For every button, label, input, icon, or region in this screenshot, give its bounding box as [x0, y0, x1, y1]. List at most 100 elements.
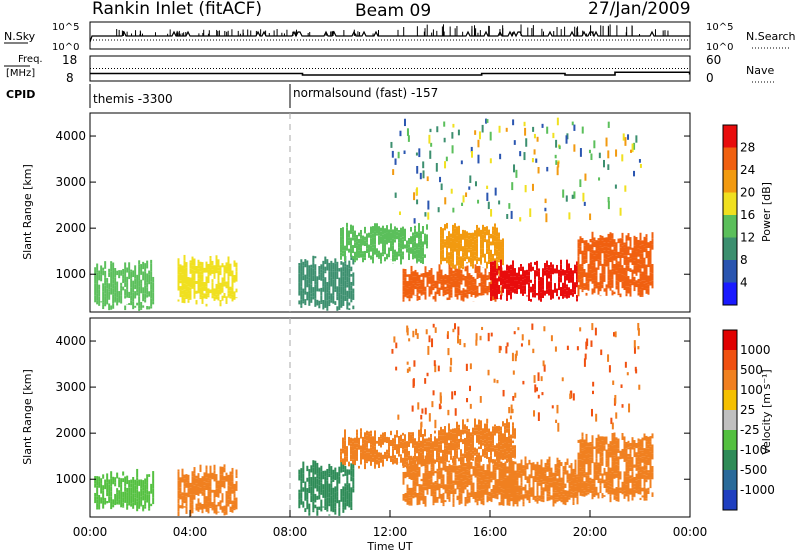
- heatmap-cell: [360, 452, 362, 460]
- heatmap-cell: [450, 267, 453, 277]
- heatmap-cell: [432, 503, 435, 506]
- heatmap-cell: [413, 192, 416, 201]
- heatmap-cell: [524, 127, 527, 136]
- heatmap-cell: [108, 479, 111, 485]
- heatmap-cell: [416, 253, 418, 263]
- heatmap-cell: [627, 459, 630, 465]
- heatmap-cell: [308, 268, 311, 278]
- heatmap-cell: [520, 281, 522, 290]
- heatmap-cell: [627, 464, 630, 474]
- heatmap-cell: [342, 460, 345, 470]
- heatmap-cell: [122, 497, 125, 503]
- heatmap-cell: [434, 484, 437, 492]
- heatmap-cell: [330, 271, 333, 278]
- heatmap-cell: [478, 474, 481, 478]
- heatmap-cell: [440, 444, 442, 453]
- heatmap-cell: [631, 247, 634, 251]
- heatmap-cell: [422, 482, 425, 487]
- heatmap-cell: [651, 244, 654, 250]
- heatmap-cell: [227, 263, 230, 272]
- heatmap-cell: [623, 452, 626, 462]
- heatmap-cell: [552, 476, 555, 482]
- heatmap-cell: [217, 267, 220, 271]
- heatmap-cell: [122, 286, 125, 291]
- heatmap-cell: [486, 476, 489, 480]
- heatmap-cell: [500, 294, 502, 300]
- heatmap-cell: [320, 264, 323, 270]
- heatmap-cell: [524, 278, 526, 286]
- heatmap-cell: [617, 487, 620, 494]
- heatmap-cell: [203, 508, 206, 510]
- heatmap-cell: [304, 299, 307, 306]
- heatmap-cell: [649, 248, 652, 258]
- heatmap-cell: [235, 481, 238, 489]
- heatmap-cell: [494, 290, 496, 297]
- heatmap-cell: [191, 471, 194, 477]
- heatmap-cell: [348, 492, 351, 502]
- heatmap-cell: [342, 250, 344, 254]
- heatmap-cell: [589, 269, 592, 279]
- heatmap-cell: [413, 218, 416, 224]
- heatmap-cell: [631, 269, 634, 277]
- heatmap-cell: [328, 262, 331, 272]
- heatmap-cell: [591, 249, 594, 254]
- heatmap-cell: [589, 278, 592, 282]
- heatmap-cell: [368, 431, 370, 434]
- colorbar-swatch: [723, 282, 737, 305]
- heatmap-cell: [300, 262, 303, 272]
- heatmap-cell: [298, 474, 301, 481]
- heatmap-cell: [424, 446, 426, 452]
- heatmap-cell: [414, 254, 416, 259]
- heatmap-cell: [146, 482, 149, 490]
- heatmap-cell: [146, 489, 149, 495]
- heatmap-cell: [500, 445, 502, 450]
- heatmap-cell: [589, 468, 592, 473]
- heatmap-cell: [454, 457, 456, 460]
- heatmap-cell: [215, 504, 218, 508]
- heatmap-cell: [102, 474, 105, 479]
- heatmap-cell: [205, 261, 208, 268]
- heatmap-cell: [386, 449, 388, 455]
- heatmap-cell: [623, 493, 626, 499]
- heatmap-cell: [450, 276, 453, 282]
- heatmap-cell: [611, 432, 614, 438]
- heatmap-cell: [94, 496, 97, 504]
- heatmap-cell: [390, 223, 392, 230]
- heatmap-cell: [434, 498, 437, 503]
- heatmap-cell: [424, 286, 427, 292]
- heatmap-cell: [593, 241, 596, 248]
- heatmap-cell: [199, 487, 202, 494]
- heatmap-cell: [177, 266, 180, 275]
- heatmap-cell: [199, 261, 202, 266]
- heatmap-cell: [414, 225, 416, 229]
- heatmap-cell: [556, 473, 559, 477]
- heatmap-cell: [520, 289, 522, 294]
- heatmap-cell: [593, 446, 596, 450]
- heatmap-cell: [326, 480, 329, 490]
- heatmap-cell: [512, 440, 514, 444]
- heatmap-cell: [134, 278, 137, 285]
- heatmap-cell: [597, 434, 600, 442]
- heatmap-cell: [557, 161, 560, 168]
- heatmap-cell: [324, 498, 327, 507]
- heatmap-cell: [581, 126, 584, 134]
- heatmap-cell: [649, 441, 652, 447]
- heatmap-cell: [472, 263, 474, 269]
- heatmap-cell: [316, 510, 319, 516]
- heatmap-cell: [104, 293, 107, 297]
- heatmap-cell: [231, 279, 234, 288]
- heatmap-cell: [400, 434, 402, 442]
- heatmap-cell: [431, 338, 434, 348]
- heatmap-cell: [472, 466, 475, 476]
- heatmap-cell: [482, 293, 485, 296]
- heatmap-cell: [544, 483, 547, 492]
- heatmap-cell: [191, 265, 194, 270]
- heatmap-cell: [552, 289, 554, 299]
- heatmap-cell: [613, 244, 616, 247]
- heatmap-cell: [195, 266, 198, 274]
- heatmap-cell: [609, 256, 612, 263]
- heatmap-cell: [416, 456, 418, 462]
- heatmap-cell: [436, 457, 438, 460]
- heatmap-cell: [474, 278, 477, 285]
- heatmap-cell: [440, 183, 443, 191]
